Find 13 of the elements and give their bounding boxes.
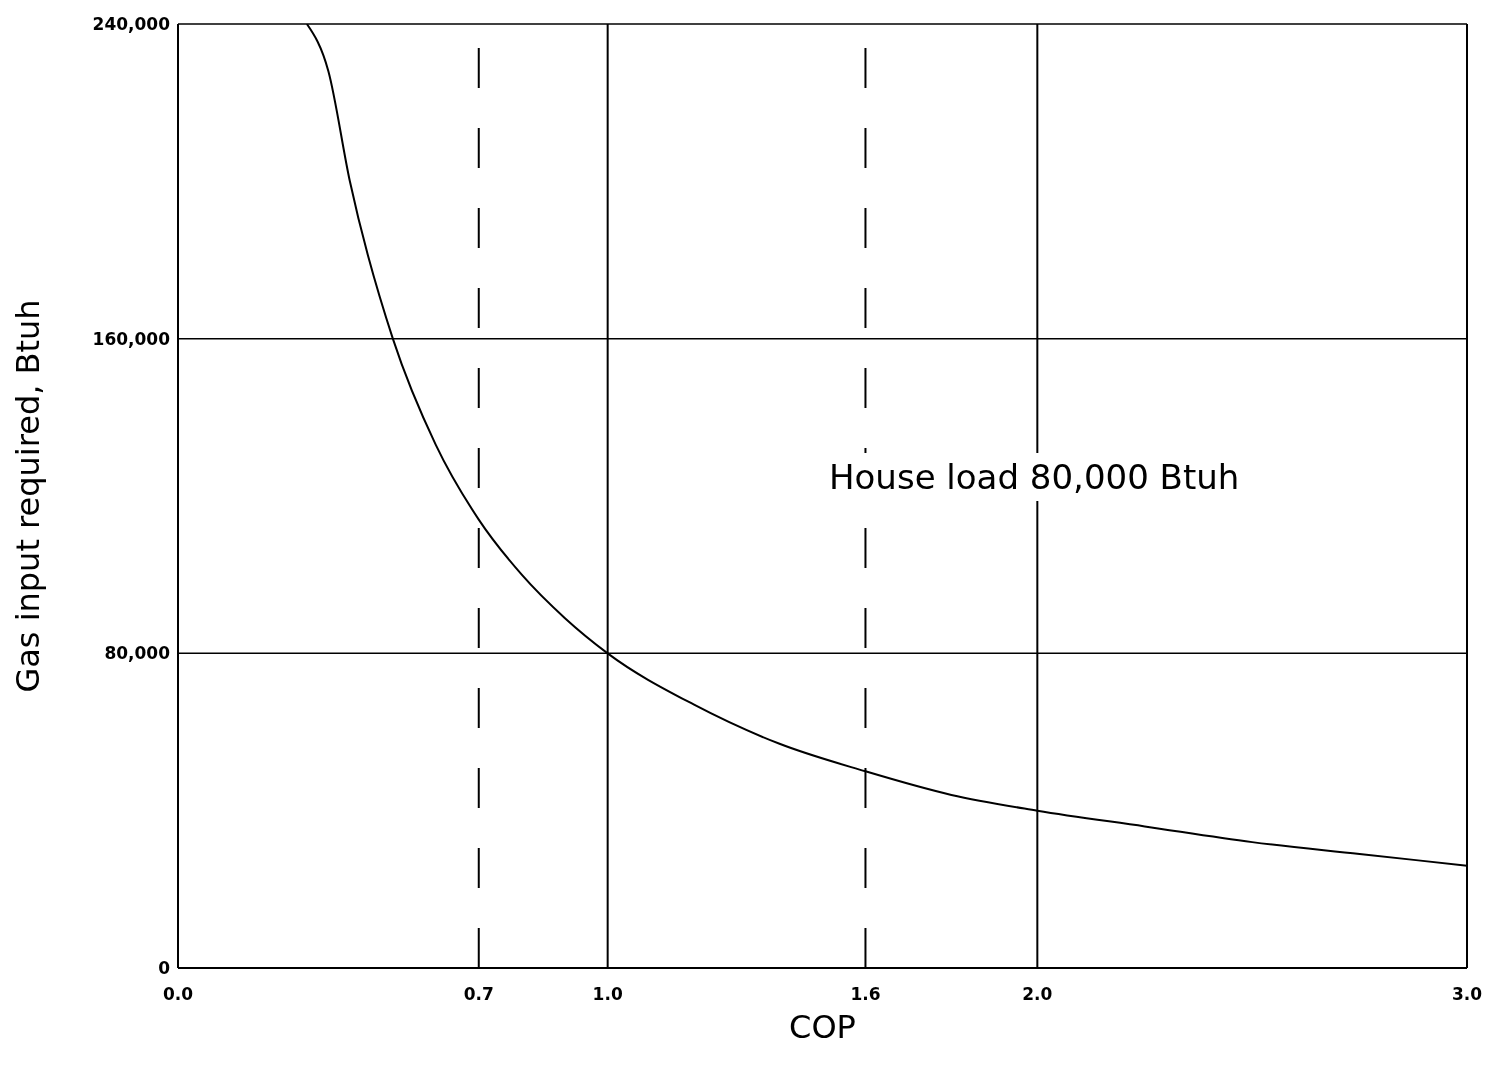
y-axis-title: Gas input required, Btuh bbox=[9, 299, 48, 693]
x-tick-label: 2.0 bbox=[1022, 984, 1053, 1005]
x-tick-label: 0.0 bbox=[162, 984, 194, 1005]
y-tick-label: 80,000 bbox=[104, 643, 171, 664]
y-tick-label: 0 bbox=[158, 958, 171, 979]
x-tick-label: 3.0 bbox=[1451, 984, 1483, 1005]
annotation: House load 80,000 Btuh bbox=[823, 453, 1246, 501]
x-tick-label: 0.7 bbox=[463, 984, 494, 1005]
x-tick-label: 1.6 bbox=[850, 984, 881, 1005]
x-tick-label: 1.0 bbox=[592, 984, 623, 1005]
y-tick-label: 240,000 bbox=[92, 14, 171, 35]
x-axis-title: COP bbox=[789, 1008, 856, 1046]
y-tick-label: 160,000 bbox=[92, 328, 171, 349]
